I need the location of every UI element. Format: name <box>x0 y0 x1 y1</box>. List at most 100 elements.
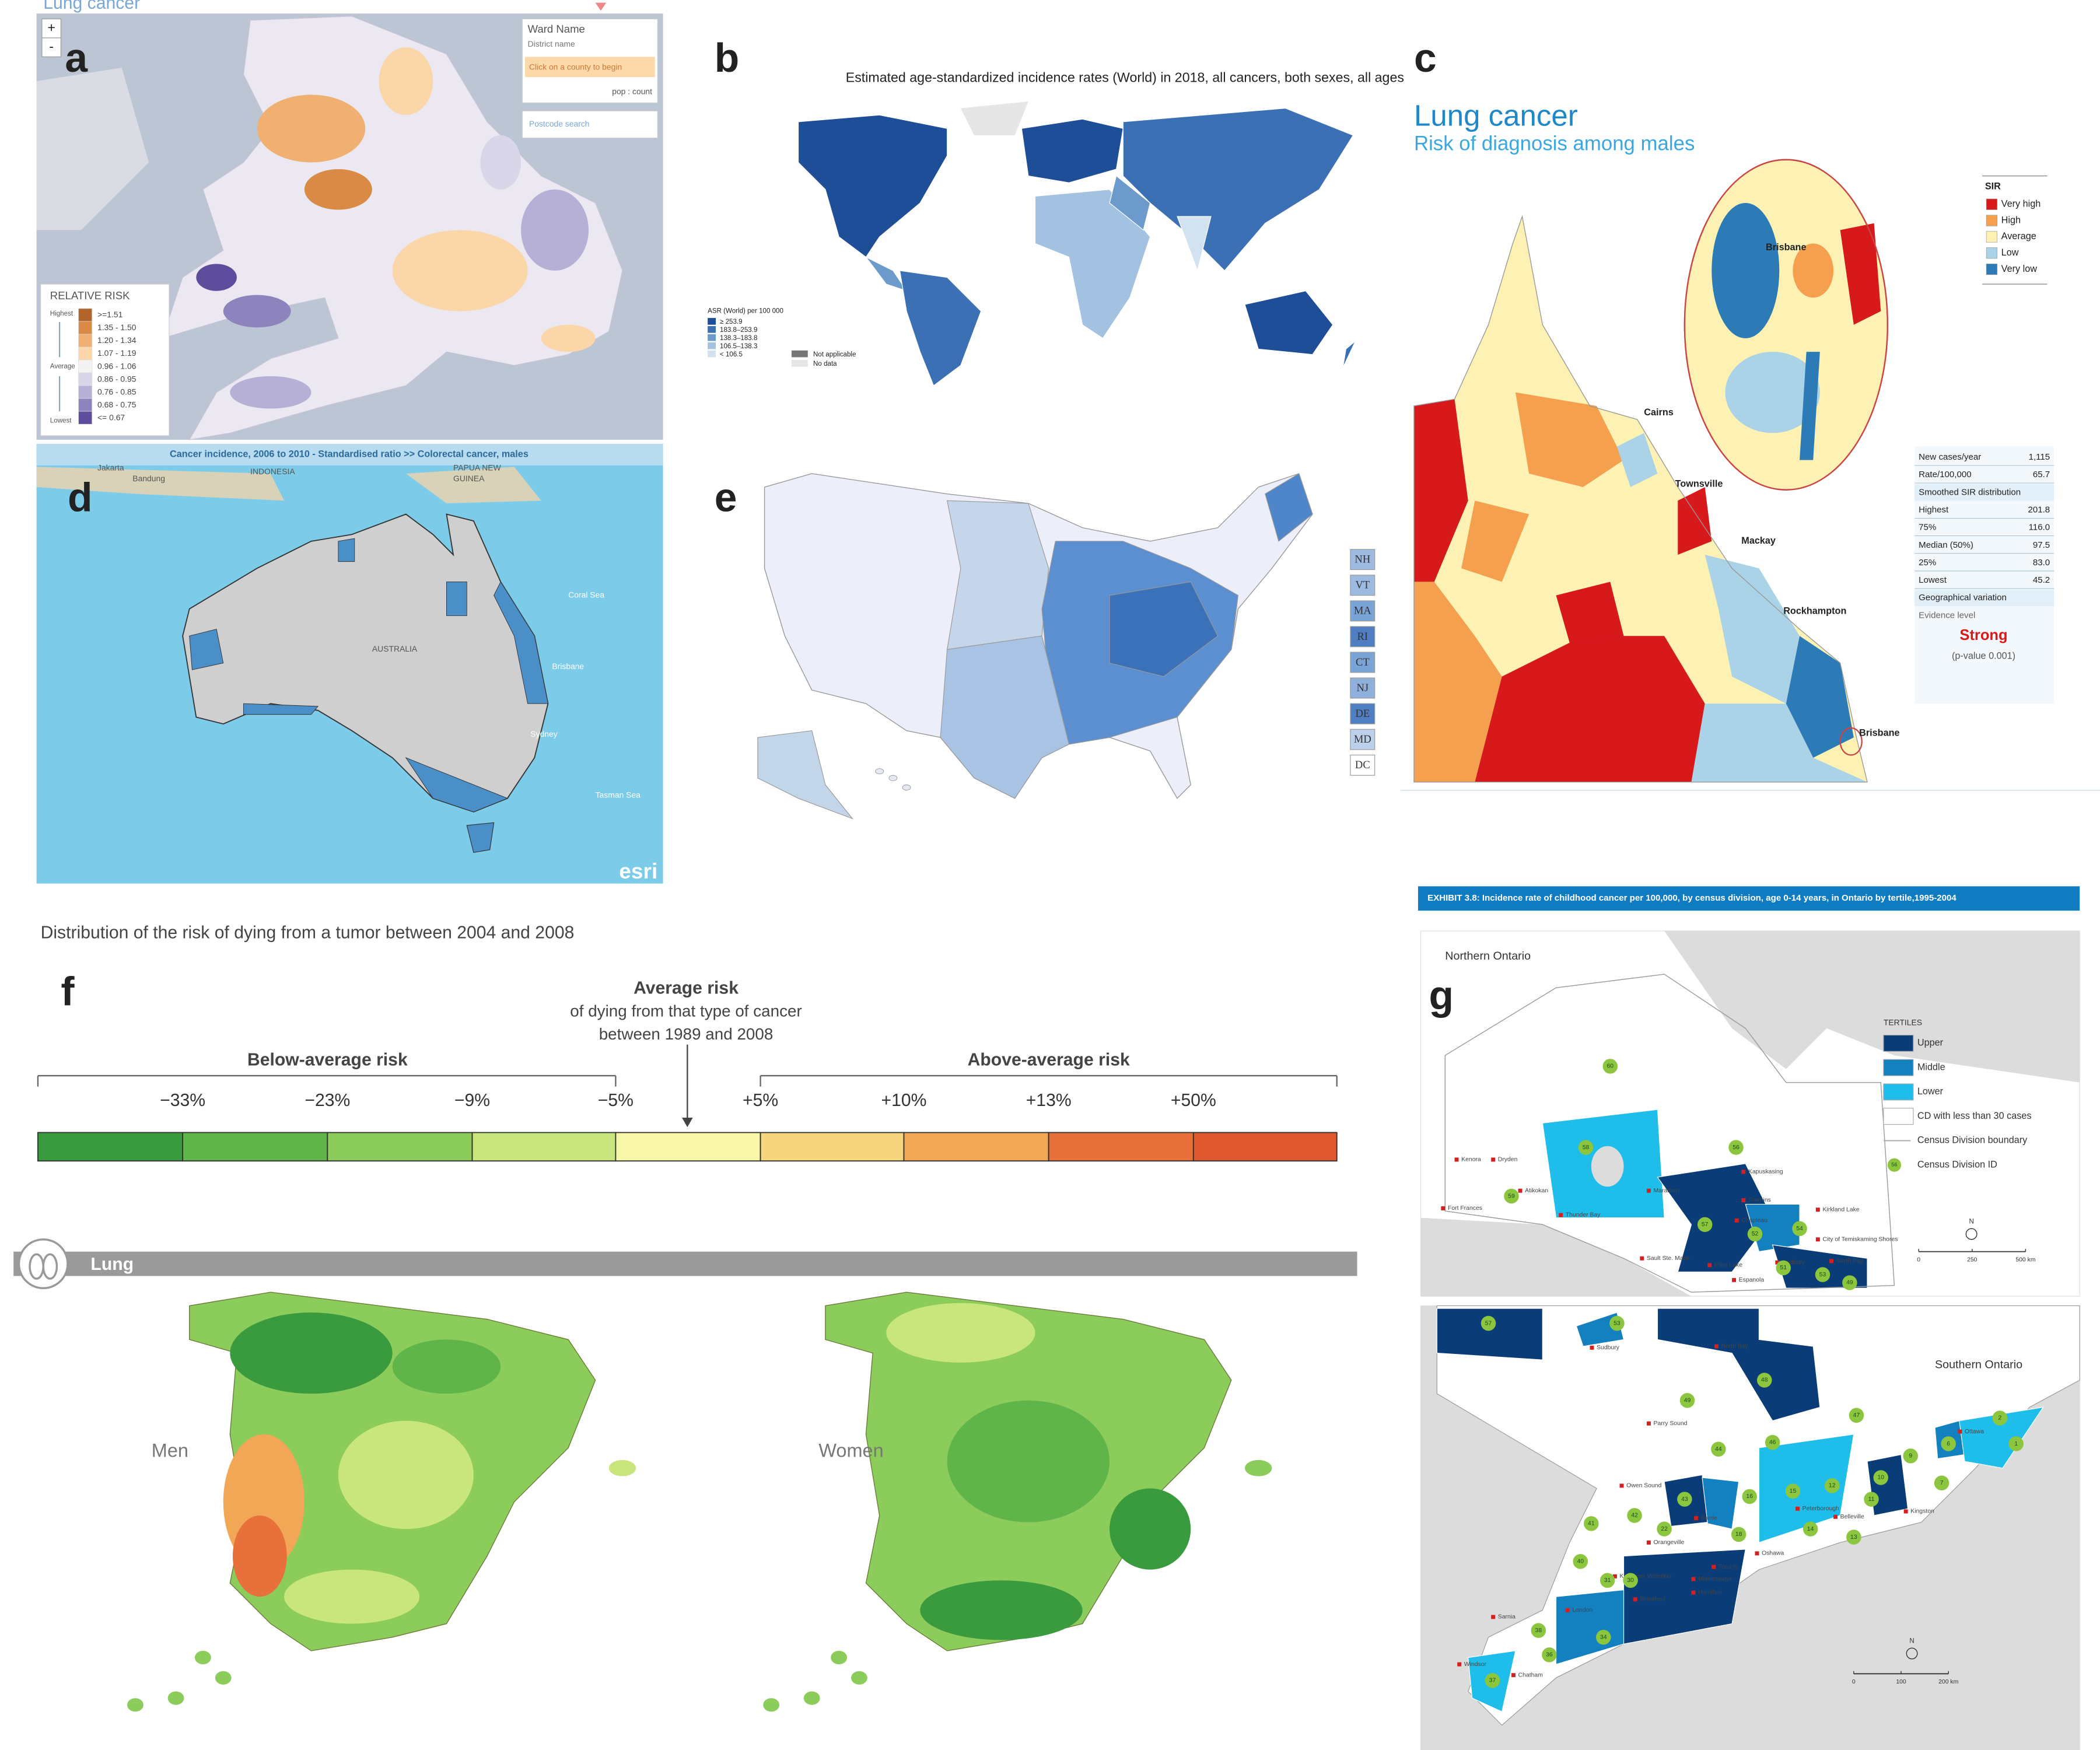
label: Below-average risk <box>247 1051 408 1070</box>
lake-nipigon <box>1591 1146 1624 1187</box>
north-outline <box>1444 974 1895 1293</box>
city-label: Sarnia <box>1498 1614 1516 1620</box>
legend-label: Low <box>2001 247 2019 258</box>
legend-swatch <box>708 318 716 325</box>
place-label: Mackay <box>1741 536 1776 546</box>
compass-icon <box>1965 1228 1978 1240</box>
city-label: Sudbury <box>1597 1345 1620 1351</box>
risk-area <box>230 1312 393 1394</box>
legend-swatch <box>708 326 716 333</box>
city-marker <box>1619 1483 1624 1488</box>
division-id <box>1756 1373 1772 1388</box>
state-label: MA <box>1354 605 1371 617</box>
state-label: NJ <box>1357 682 1369 694</box>
scale-label: 250 <box>1967 1256 1978 1263</box>
city-label: North Bay <box>1721 1343 1749 1350</box>
region <box>494 581 548 704</box>
division-id <box>1542 1647 1557 1662</box>
canaries <box>831 1650 848 1665</box>
city-marker <box>1741 1170 1746 1174</box>
inset-region <box>1793 243 1834 298</box>
city-label: Timmins <box>1748 1197 1771 1203</box>
place-label: AUSTRALIA <box>372 644 418 653</box>
label: 75% <box>1919 523 1936 533</box>
region <box>1691 704 1868 782</box>
canaries <box>763 1698 780 1712</box>
division-id <box>1815 1267 1831 1282</box>
risk-area <box>480 135 522 190</box>
division-id-label: 6 <box>1947 1441 1950 1447</box>
canaries <box>195 1650 211 1665</box>
lung-icon <box>42 1253 58 1280</box>
division-id <box>1677 1492 1692 1507</box>
legend-swatch <box>1986 198 1998 210</box>
canaries <box>215 1671 232 1685</box>
legend-swatch <box>791 360 808 367</box>
south-america <box>899 270 982 387</box>
division-id-label: 51 <box>1780 1265 1787 1271</box>
panel-letter: b <box>715 35 740 80</box>
state-group <box>946 500 1049 650</box>
division-id-label: 7 <box>1940 1480 1944 1486</box>
label: pop : count <box>612 86 652 96</box>
panel-letter: g <box>1429 972 1454 1018</box>
hawaii <box>902 784 911 791</box>
papua <box>405 467 541 503</box>
division <box>1959 1406 2044 1469</box>
middle-east <box>1109 175 1151 231</box>
state-group <box>1265 473 1313 542</box>
risk-area <box>392 1339 501 1394</box>
place-label: Brisbane <box>552 662 584 671</box>
division-id-label: 14 <box>1807 1526 1814 1532</box>
division-id-label: 57 <box>1485 1320 1492 1326</box>
legend-label: Lower <box>1917 1086 1944 1097</box>
division <box>1657 1163 1773 1272</box>
label: Strong <box>1959 627 2007 643</box>
city-label: Orangeville <box>1654 1539 1685 1546</box>
legend-label: High <box>2001 215 2021 225</box>
legend-swatch <box>708 334 716 341</box>
state-box <box>1350 703 1376 724</box>
division-id <box>1711 1441 1726 1457</box>
label: Lowest <box>1919 575 1947 585</box>
division-id <box>1765 1434 1780 1450</box>
label: between 1989 and 2008 <box>599 1025 774 1043</box>
division-id-label: 18 <box>1735 1531 1742 1538</box>
city-marker <box>1640 1256 1644 1261</box>
legend-label: 0.68 - 0.75 <box>97 400 136 409</box>
legend-swatch <box>708 342 716 349</box>
division-id-label: 12 <box>1829 1483 1836 1489</box>
scale-label: 200 km <box>1938 1679 1958 1685</box>
division-id <box>1602 1059 1618 1074</box>
city-marker <box>1714 1344 1718 1349</box>
division-id-label: 30 <box>1627 1577 1634 1584</box>
pointer-head <box>682 1117 693 1128</box>
label: Ward Name <box>528 23 585 35</box>
division-id-label: 34 <box>1600 1634 1607 1640</box>
city-label: Espanola <box>1739 1277 1765 1283</box>
place-label: Bandung <box>132 474 165 483</box>
label: 25% <box>1919 558 1936 568</box>
division-id-label: 22 <box>1661 1526 1668 1532</box>
legend-swatch <box>1986 247 1998 259</box>
legend-label: 0.76 - 0.85 <box>97 387 136 396</box>
division-id <box>1742 1489 1757 1504</box>
city-label: Ottawa <box>1965 1429 1984 1435</box>
legend-swatch <box>78 372 93 386</box>
city-marker <box>1958 1429 1962 1434</box>
place-label: Brisbane <box>1766 242 1806 253</box>
state-box <box>1350 575 1376 596</box>
region <box>1556 582 1624 643</box>
place-label: PAPUA NEW <box>453 463 502 472</box>
state-box <box>1350 677 1376 699</box>
division-id-label: 53 <box>1614 1320 1620 1326</box>
city-label: Mississauga <box>1698 1576 1732 1583</box>
city-marker <box>1712 1564 1716 1569</box>
panel-letter: c <box>1414 35 1437 80</box>
place-label: Tasman Sea <box>596 790 641 800</box>
division-id <box>1873 1470 1888 1485</box>
division-id-label: 52 <box>1752 1231 1759 1237</box>
division-id-label: 42 <box>1631 1513 1638 1519</box>
us-land <box>1420 1217 1692 1297</box>
state-label: MD <box>1354 733 1371 746</box>
